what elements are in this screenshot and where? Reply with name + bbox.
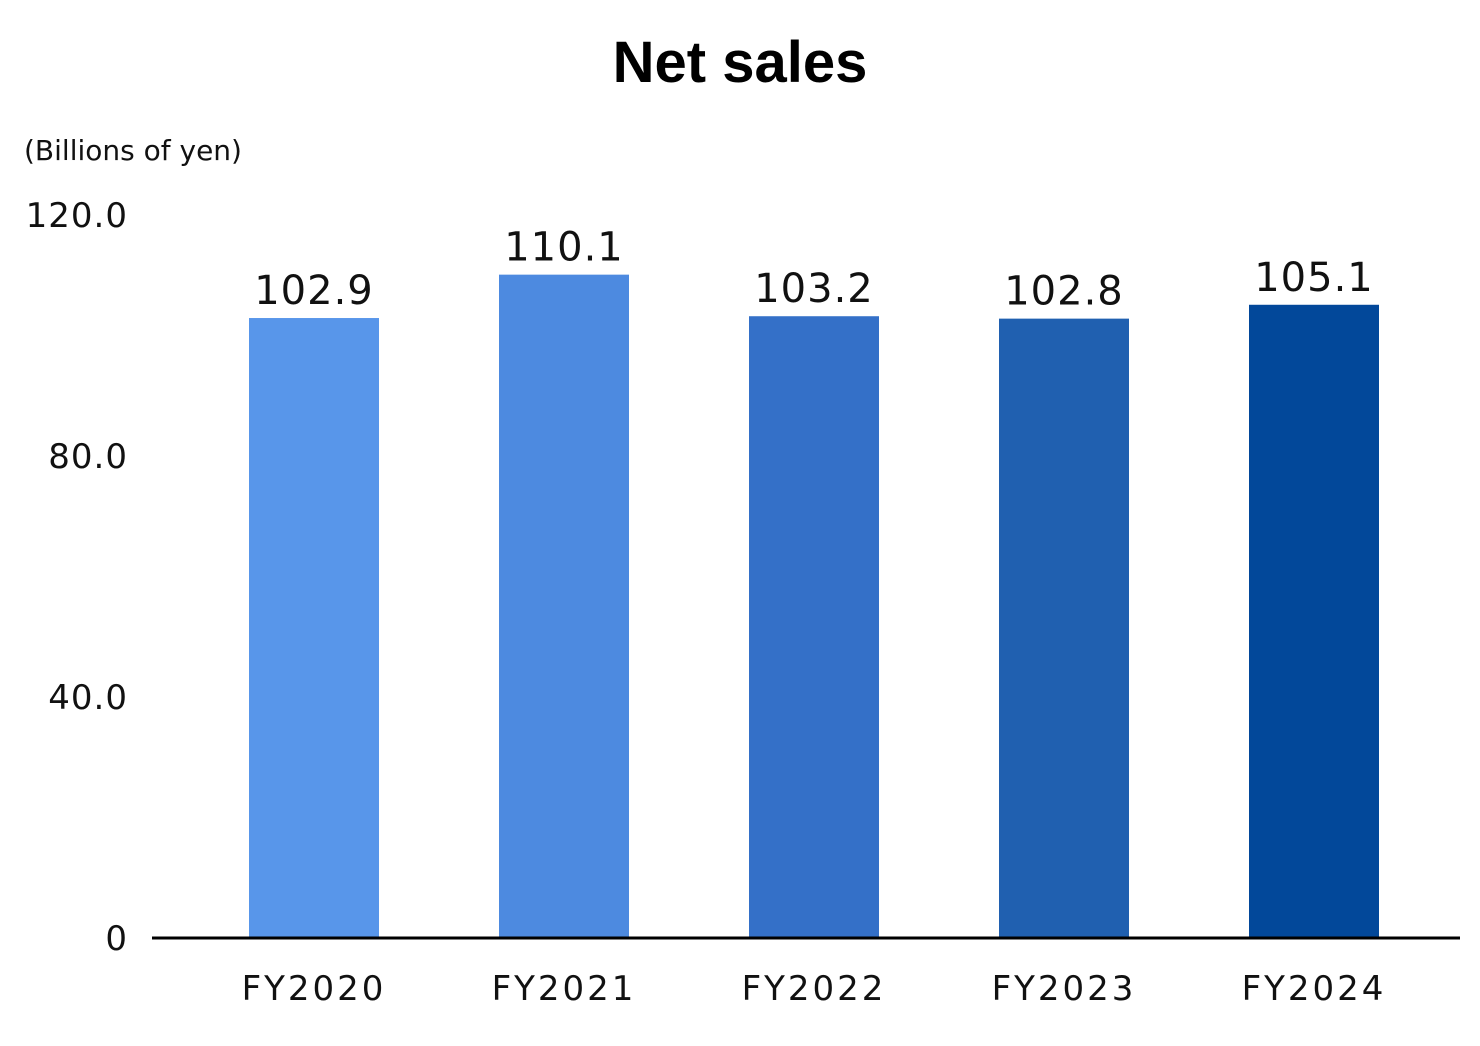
value-labels-group: 102.9 110.1 103.2 102.8 105.1 bbox=[254, 225, 1374, 315]
bar-fy2023 bbox=[999, 318, 1129, 938]
y-axis-unit-label: (Billions of yen) bbox=[24, 134, 242, 167]
bars-group bbox=[249, 274, 1379, 939]
y-tick-label: 0 bbox=[105, 919, 128, 959]
x-tick-label: FY2023 bbox=[992, 969, 1137, 1009]
x-tick-label: FY2020 bbox=[242, 969, 387, 1009]
bar-fy2022 bbox=[749, 316, 879, 939]
y-tick-label: 40.0 bbox=[48, 678, 128, 718]
y-axis-ticks: 0 40.0 80.0 120.0 bbox=[26, 196, 128, 959]
x-tick-label: FY2022 bbox=[742, 969, 887, 1009]
data-label-fy2022: 103.2 bbox=[754, 266, 874, 312]
data-label-fy2024: 105.1 bbox=[1254, 255, 1374, 301]
chart-title: Net sales bbox=[612, 30, 868, 95]
y-tick-label: 80.0 bbox=[48, 437, 128, 477]
data-label-fy2023: 102.8 bbox=[1004, 269, 1124, 315]
x-tick-label: FY2024 bbox=[1242, 969, 1387, 1009]
bar-fy2024 bbox=[1249, 304, 1379, 939]
x-tick-label: FY2021 bbox=[492, 969, 637, 1009]
bar-fy2020 bbox=[249, 318, 379, 939]
data-label-fy2020: 102.9 bbox=[254, 268, 374, 314]
data-label-fy2021: 110.1 bbox=[504, 225, 624, 271]
bar-fy2021 bbox=[499, 274, 629, 939]
x-axis-labels: FY2020 FY2021 FY2022 FY2023 FY2024 bbox=[242, 969, 1387, 1009]
y-tick-label: 120.0 bbox=[26, 196, 128, 236]
